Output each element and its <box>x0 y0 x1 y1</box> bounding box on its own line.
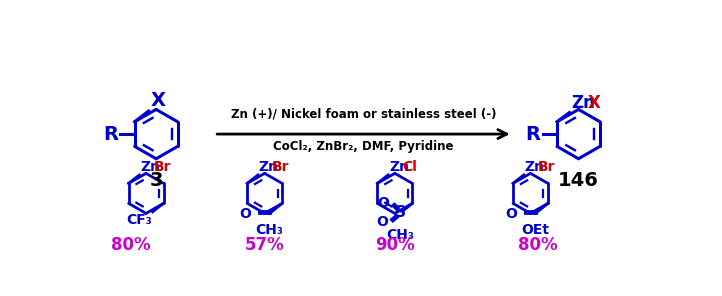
Text: CH₃: CH₃ <box>387 228 414 242</box>
Text: OEt: OEt <box>521 223 549 237</box>
Text: X: X <box>588 94 601 112</box>
Text: Zn: Zn <box>525 160 544 174</box>
Text: Zn: Zn <box>571 94 595 112</box>
Text: 80%: 80% <box>110 237 150 255</box>
Text: 90%: 90% <box>375 237 414 255</box>
Text: 57%: 57% <box>245 237 284 255</box>
Text: X: X <box>150 91 165 110</box>
Text: Zn: Zn <box>140 160 160 174</box>
Text: O: O <box>505 207 517 221</box>
Text: O: O <box>378 196 390 210</box>
Text: Br: Br <box>272 160 290 174</box>
Text: 3: 3 <box>149 171 163 190</box>
Text: R: R <box>103 125 118 144</box>
Text: Br: Br <box>538 160 555 174</box>
Text: S: S <box>395 205 406 220</box>
Text: CoCl₂, ZnBr₂, DMF, Pyridine: CoCl₂, ZnBr₂, DMF, Pyridine <box>273 140 453 153</box>
Text: 146: 146 <box>558 171 599 190</box>
Text: O: O <box>239 207 251 221</box>
Text: CF₃: CF₃ <box>126 213 152 227</box>
Text: Zn: Zn <box>389 160 409 174</box>
Text: Zn: Zn <box>258 160 279 174</box>
Text: R: R <box>526 125 541 144</box>
Text: Cl: Cl <box>402 160 417 174</box>
Text: CH₃: CH₃ <box>256 223 284 237</box>
Text: Zn (+)/ Nickel foam or stainless steel (-): Zn (+)/ Nickel foam or stainless steel (… <box>231 107 496 120</box>
Text: Br: Br <box>153 160 171 174</box>
Text: 80%: 80% <box>518 237 558 255</box>
Text: O: O <box>376 215 388 229</box>
